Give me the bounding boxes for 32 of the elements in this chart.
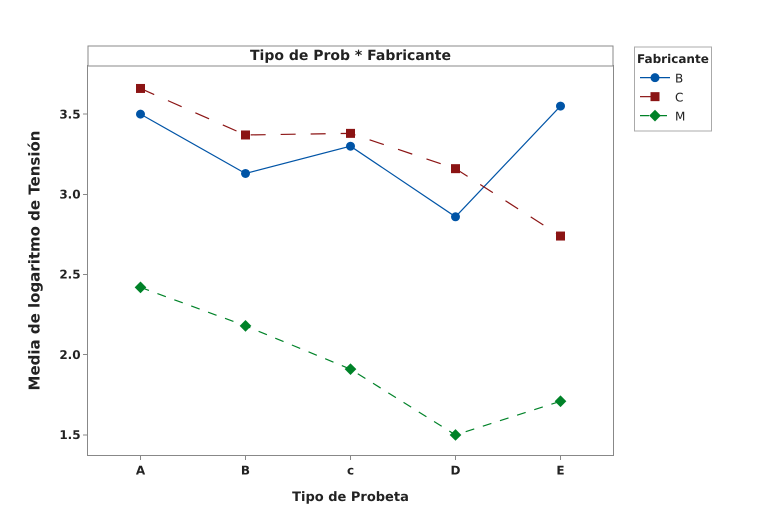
point bbox=[450, 429, 462, 441]
point bbox=[556, 102, 565, 111]
y-tick-label: 2.5 bbox=[59, 268, 81, 282]
point bbox=[241, 130, 250, 140]
x-tick-label: B bbox=[240, 463, 250, 478]
legend-title: Fabricante bbox=[637, 52, 709, 66]
x-tick-label: A bbox=[136, 463, 146, 478]
point bbox=[136, 84, 145, 93]
point bbox=[344, 363, 356, 376]
point bbox=[136, 110, 145, 119]
point bbox=[240, 320, 252, 332]
point bbox=[346, 142, 355, 151]
legend-label: B bbox=[675, 71, 684, 86]
legend-label: M bbox=[675, 109, 686, 124]
x-tick-label: D bbox=[450, 463, 461, 478]
point bbox=[346, 128, 355, 138]
legend-label: C bbox=[675, 90, 684, 104]
chart-title: Tipo de Prob * Fabricante bbox=[250, 48, 451, 64]
point bbox=[241, 168, 250, 178]
point bbox=[134, 282, 146, 294]
x-tick-label: c bbox=[346, 463, 354, 478]
point bbox=[554, 395, 566, 408]
x-tick-label: E bbox=[556, 463, 565, 478]
y-tick-label: 3.5 bbox=[59, 107, 81, 122]
point bbox=[451, 164, 460, 174]
x-axis-title: Tipo de Probeta bbox=[292, 490, 409, 505]
y-tick-label: 1.5 bbox=[59, 428, 81, 442]
y-tick-label: 3.0 bbox=[59, 188, 81, 202]
y-tick-label: 2.0 bbox=[59, 348, 81, 362]
point bbox=[556, 232, 565, 241]
y-axis-title: Media de logaritmo de Tensión bbox=[26, 130, 44, 390]
point bbox=[451, 212, 460, 222]
